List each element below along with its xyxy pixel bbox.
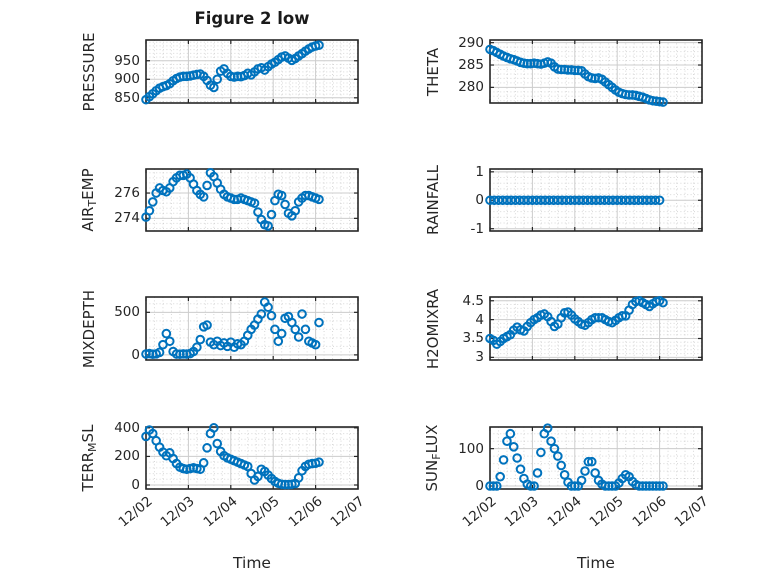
y-axis-label-text: SL [79,424,97,443]
axis-ticks [145,40,359,103]
data-markers [141,40,324,105]
x-tick-label: 12/05 [242,493,283,531]
panel-mixdepth: 0 500 MIXDEPTH [80,289,359,368]
axes-box [489,426,703,490]
y-axis-label-subscript: M [86,442,99,452]
panel-rainfall: -1 0 1 RAINFALL [424,164,703,237]
y-tick-label: 285 [458,57,484,74]
axes-box [145,296,359,361]
y-axis-label-subscript: F [430,453,443,460]
panel-sun_flux: 0 100 12/02 12/03 12/04 12/05 12/06 12/07 SUNFLU… [423,423,712,530]
y-tick-label: 0 [131,477,140,493]
plot-area-air_temp [141,168,359,232]
y-axis-label-mixdepth: MIXDEPTH [80,289,98,367]
y-tick-label: 274 [114,210,140,227]
panel-h2omixra: 3 3.5 4 4.5 H2OMIXRA [424,288,703,369]
axis-ticks [145,427,359,489]
axis-ticks [489,169,703,231]
x-axis-title-right: Time [577,554,615,572]
x-tick-label: 12/02 [459,493,500,531]
plot-area-mixdepth [141,296,359,361]
data-markers [141,423,324,490]
y-tick-label: 0 [475,192,484,209]
plot-area-terr_msl [141,423,359,490]
x-tick-label: 12/02 [115,493,156,531]
y-tick-label: 3 [475,349,484,366]
y-tick-label: 850 [114,89,140,106]
y-tick-label: 0 [475,478,484,494]
y-tick-label: 950 [114,52,140,69]
axis-ticks [489,297,703,360]
y-tick-label: 276 [114,185,140,202]
y-axis-label-pressure: PRESSURE [80,32,98,111]
y-axis-label-rainfall: RAINFALL [424,165,442,235]
x-tick-label: 12/06 [629,493,670,531]
y-axis-label-text: EMP [79,168,97,200]
y-axis-label-text: SUN [423,459,441,492]
y-axis-label-theta: THETA [424,47,442,95]
x-tick-label: 12/05 [586,493,627,531]
y-axis-label-text: THETA [424,47,442,96]
x-tick-label: 12/04 [200,493,241,531]
x-tick-label: 12/03 [157,493,199,531]
x-tick-label: 12/07 [327,493,368,531]
minor-grid [490,40,702,103]
y-axis-label-text: TERR [79,451,97,492]
minor-grid [146,297,358,360]
y-axis-label-text: MIXDEPTH [80,289,98,368]
plot-area-rainfall [485,168,703,232]
x-tick-label: 12/07 [671,493,712,531]
data-markers [485,195,665,206]
major-grid [490,40,702,103]
data-markers [141,168,324,231]
axis-ticks [489,40,703,103]
x-tick-label: 12/06 [285,493,326,531]
y-tick-label: 500 [114,304,140,321]
y-tick-label: 200 [114,448,140,465]
plot-area-sun_flux [485,423,703,491]
y-tick-label: 3.5 [462,330,484,347]
panel-terr_msl: 0 200 400 12/02 12/03 12/04 12/05 12/06 12/07 TER… [79,420,368,531]
y-axis-label-text: AIR [79,206,97,232]
x-axis-title-left: Time [233,554,271,572]
panel-air_temp: 274 276 AIRTEMP [79,168,359,232]
axes-box [489,39,703,104]
data-markers [485,295,668,349]
y-axis-label-terr_msl: TERRMSL [79,425,99,492]
y-axis-label-text: RAINFALL [424,165,442,235]
y-tick-label: 1 [475,163,484,180]
y-axis-label-air_temp: AIRTEMP [79,168,99,231]
y-axis-label-text: LUX [423,424,441,454]
axes-box [145,426,359,490]
y-axis-label-h2omixra: H2OMIXRA [424,288,442,368]
y-tick-label: 4 [475,311,484,328]
y-tick-label: 0 [131,346,140,363]
y-tick-label: 400 [114,419,140,436]
plot-area-theta [485,39,703,107]
panel-theta: 280 285 290 THETA [424,35,703,107]
y-axis-label-text: H2OMIXRA [424,288,442,369]
plot-area-h2omixra [485,295,703,361]
y-axis-label-sun_flux: SUNFLUX [423,425,443,492]
axes-box [145,168,359,232]
y-tick-label: 100 [458,440,484,457]
x-tick-label: 12/04 [544,493,585,531]
y-tick-label: -1 [470,220,484,237]
plot-area-pressure [141,39,359,105]
axes-box [145,39,359,104]
y-tick-label: 280 [458,79,484,96]
data-markers [485,44,668,107]
panel-pressure: 850 900 950 PRESSURE [80,32,359,111]
x-tick-label: 12/03 [501,493,543,531]
y-tick-label: 900 [114,71,140,88]
data-markers [141,297,324,360]
y-tick-label: 290 [458,34,484,51]
y-axis-label-subscript: T [86,199,99,207]
data-markers [485,423,668,491]
y-axis-label-text: PRESSURE [80,32,98,111]
figure-title: Figure 2 low [194,9,310,28]
y-tick-label: 4.5 [462,292,484,309]
axes-box [489,296,703,361]
